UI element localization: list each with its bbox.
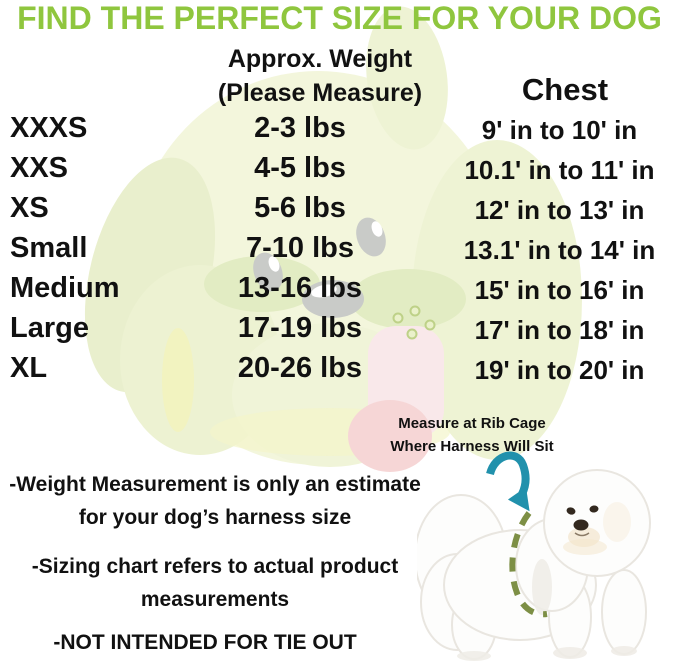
weight-value: 5-6 lbs (254, 191, 346, 224)
table-row: XXXS 2-3 lbs 9' in to 10' in (0, 108, 679, 148)
page-title: FIND THE PERFECT SIZE FOR YOUR DOG (17, 0, 662, 36)
weight-value: 4-5 lbs (254, 151, 346, 184)
dog-illustration (414, 437, 679, 667)
chest-value: 13.1' in to 14' in (463, 235, 656, 265)
measure-annotation: Measure at Rib Cage Where Harness Will S… (366, 412, 578, 458)
size-label: Large (10, 311, 89, 344)
weight-column-header: Approx. Weight (Please Measure) (160, 42, 480, 110)
chest-column-header: Chest (521, 72, 609, 107)
weight-header-line2: (Please Measure) (217, 79, 423, 107)
weight-value: 2-3 lbs (254, 111, 346, 144)
note-line: -Weight Measurement is only an estimate (9, 473, 421, 496)
table-row: XL 20-26 lbs 19' in to 20' in (0, 348, 679, 388)
chest-value: 12' in to 13' in (474, 195, 645, 225)
note-line: -NOT INTENDED FOR TIE OUT (53, 631, 357, 654)
size-label: Medium (10, 271, 120, 304)
dog-face (566, 505, 599, 531)
table-row: Medium 13-16 lbs 15' in to 16' in (0, 268, 679, 308)
weight-header-line1: Approx. Weight (227, 45, 413, 73)
dog-body-fluff (414, 469, 651, 660)
table-row: XXS 4-5 lbs 10.1' in to 11' in (0, 148, 679, 188)
measure-annotation-line1: Measure at Rib Cage (398, 415, 546, 432)
watermark-eyes-nose (253, 217, 386, 318)
dashed-measure-ellipse (509, 511, 548, 618)
weight-value: 13-16 lbs (237, 271, 363, 304)
note-line: for your dog’s harness size (78, 506, 352, 529)
chest-value: 15' in to 16' in (474, 275, 645, 305)
size-table: XXXS 2-3 lbs 9' in to 10' in XXS 4-5 lbs… (0, 108, 679, 388)
dog-shading (457, 559, 637, 661)
note-sizing-chart: -Sizing chart refers to actual product m… (0, 550, 430, 616)
weight-value: 7-10 lbs (246, 231, 354, 264)
size-label: Small (10, 231, 88, 264)
size-label: XXXS (10, 111, 88, 144)
note-line: -Sizing chart refers to actual product (31, 555, 399, 578)
chest-value: 10.1' in to 11' in (464, 155, 655, 185)
white-bichon-dog (414, 451, 651, 661)
table-row: Small 7-10 lbs 13.1' in to 14' in (0, 228, 679, 268)
measure-annotation-line2: Where Harness Will Sit (390, 438, 554, 455)
note-not-tie-out: -NOT INTENDED FOR TIE OUT (0, 626, 410, 659)
weight-value: 20-26 lbs (237, 351, 363, 384)
curved-arrow-down-icon (486, 451, 530, 512)
chest-value: 9' in to 10' in (481, 115, 638, 145)
table-row: XS 5-6 lbs 12' in to 13' in (0, 188, 679, 228)
table-row: Large 17-19 lbs 17' in to 18' in (0, 308, 679, 348)
size-label: XL (10, 351, 48, 384)
chest-value: 19' in to 20' in (474, 355, 645, 385)
weight-value: 17-19 lbs (237, 311, 363, 344)
chest-value: 17' in to 18' in (474, 315, 645, 345)
size-label: XXS (10, 151, 69, 184)
note-line: measurements (140, 588, 290, 611)
size-label: XS (10, 191, 49, 224)
note-weight-estimate: -Weight Measurement is only an estimate … (0, 468, 430, 534)
